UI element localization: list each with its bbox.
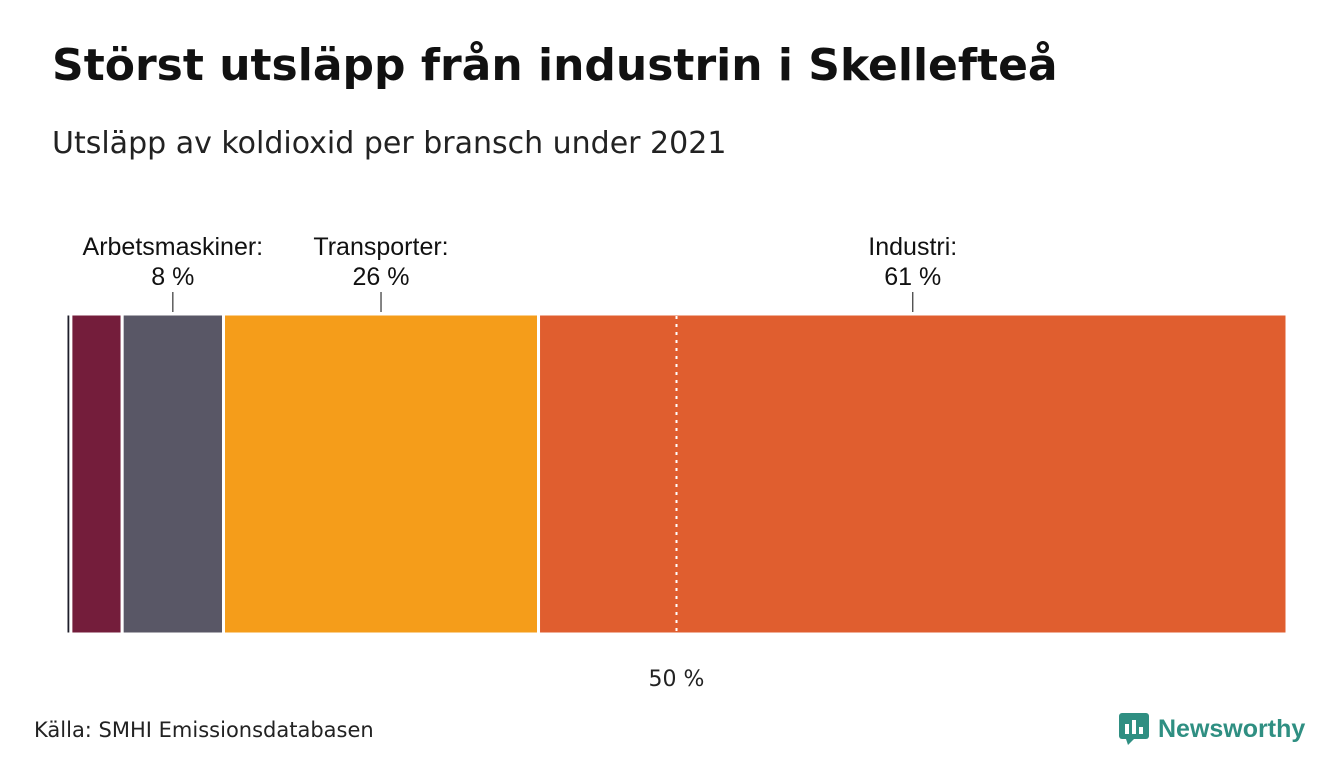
chart-subtitle: Utsläpp av koldioxid per bransch under 2…	[52, 126, 727, 161]
segment-value-label-3: 26 %	[353, 263, 410, 291]
segment-label-3: Transporter:	[313, 233, 448, 261]
stacked-bar-chart: Arbetsmaskiner:8 % Transporter:26 % Indust…	[64, 233, 1289, 692]
source-note: Källa: SMHI Emissionsdatabasen	[34, 718, 374, 742]
reference-line-label: 50 %	[649, 667, 705, 692]
newsworthy-icon	[1119, 713, 1149, 745]
bar-segment-1	[69, 312, 124, 636]
newsworthy-logo: Newsworthy	[1118, 712, 1305, 746]
bar-segment-2	[120, 312, 226, 636]
segment-label-2: Arbetsmaskiner:	[83, 233, 264, 261]
segment-label-4: Industri:	[868, 233, 957, 261]
segment-value-label-2: 8 %	[151, 263, 194, 291]
chart-title: Störst utsläpp från industrin i Skelleft…	[52, 40, 1058, 91]
bar-segment-4	[537, 312, 1289, 636]
segment-value-label-4: 61 %	[884, 263, 941, 291]
bar-segment-3	[222, 312, 541, 636]
brand-name: Newsworthy	[1158, 714, 1306, 743]
